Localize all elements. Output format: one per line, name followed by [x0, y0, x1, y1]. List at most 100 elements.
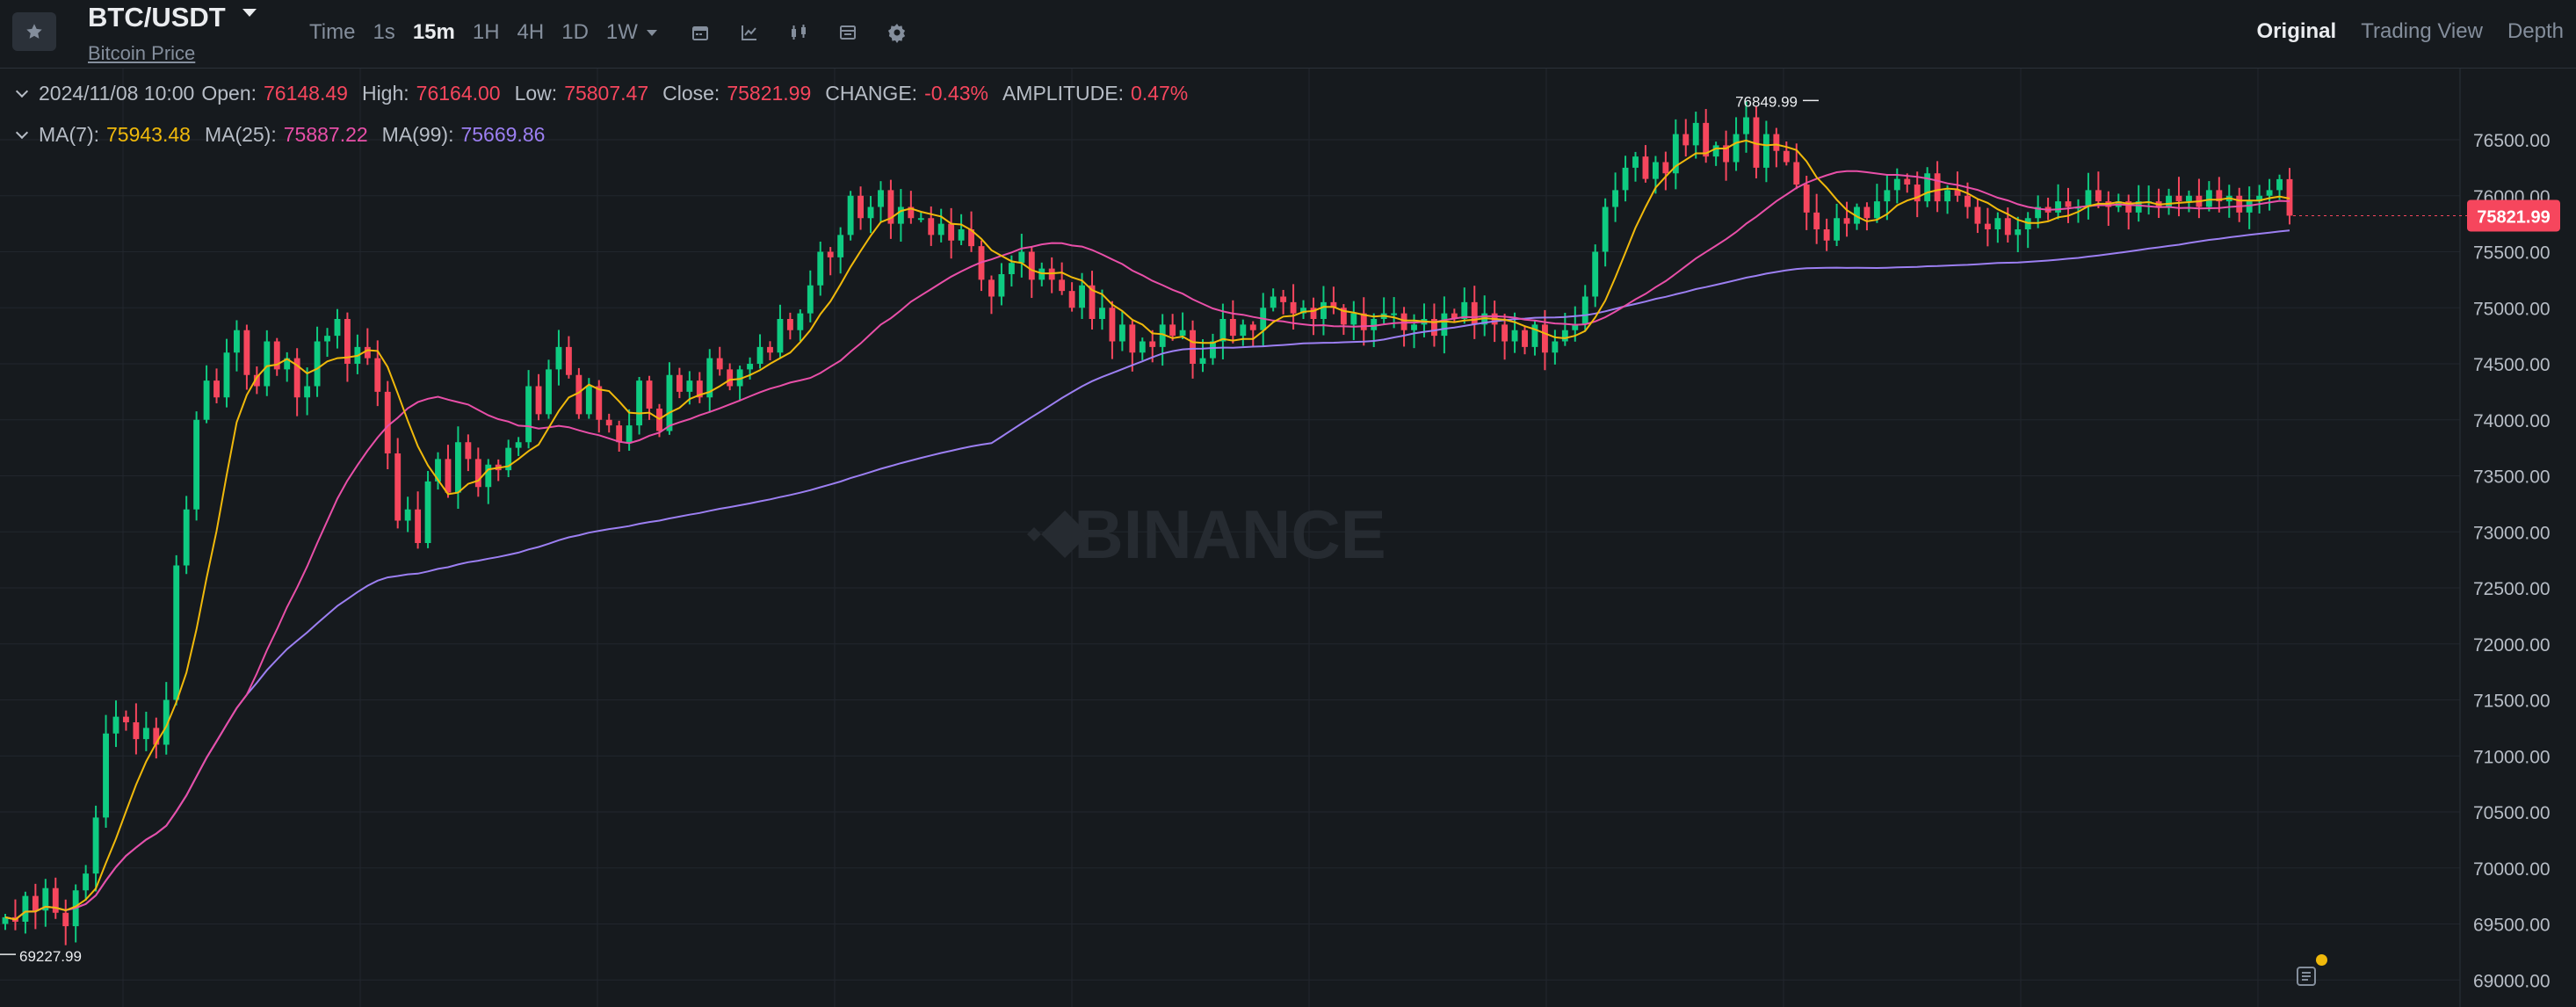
candle-body: [1682, 134, 1690, 146]
candle-body: [565, 346, 572, 375]
candle-body: [1712, 145, 1719, 157]
candle-body: [1371, 319, 1378, 330]
ma25-line: [4, 170, 2290, 921]
y-tick-label: 75500.00: [2473, 243, 2551, 264]
ma-collapse-chevron-icon[interactable]: [15, 126, 29, 139]
candle-body: [2004, 218, 2011, 235]
y-tick-label: 70000.00: [2473, 859, 2551, 880]
low-value: 75807.47: [564, 82, 649, 105]
interval-1d[interactable]: 1D: [561, 20, 589, 44]
y-tick-label: 75000.00: [2473, 299, 2551, 319]
tab-original[interactable]: Original: [2256, 19, 2337, 43]
ma25-label: MA(25):: [204, 123, 277, 146]
candle-body: [1561, 330, 1568, 342]
candle-body: [515, 442, 522, 448]
candle-body: [1139, 341, 1146, 353]
tab-trading-view[interactable]: Trading View: [2361, 19, 2483, 43]
calendar-icon[interactable]: [689, 21, 712, 44]
candle-body: [1321, 301, 1327, 319]
interval-time[interactable]: Time: [309, 20, 356, 44]
interval-1w[interactable]: 1W: [605, 20, 638, 44]
candle-body: [1471, 301, 1478, 325]
candle-body: [2055, 201, 2061, 213]
y-tick-label: 71000.00: [2473, 747, 2551, 767]
candle-body: [1430, 319, 1437, 337]
symbol-title[interactable]: BTC/USDT: [88, 2, 226, 33]
candle-body: [505, 447, 512, 471]
candle-body: [32, 895, 39, 911]
candle-body: [234, 330, 240, 353]
candle-body: [92, 817, 99, 874]
candle-body: [2015, 229, 2022, 235]
candle-body: [696, 380, 703, 398]
candle-body: [1199, 358, 1206, 364]
candle-body: [404, 509, 411, 521]
settings-icon[interactable]: [886, 21, 908, 44]
candle-body: [1290, 301, 1297, 314]
candle-body: [133, 722, 140, 740]
candle-body: [22, 895, 29, 922]
candle-body: [1733, 134, 1740, 163]
candle-body: [344, 319, 351, 364]
candle-body: [153, 728, 160, 745]
candle-body: [1783, 150, 1790, 163]
candle-body: [1210, 341, 1216, 359]
candle-type-icon[interactable]: [787, 21, 810, 44]
star-icon: [26, 24, 42, 39]
candle-body: [123, 716, 129, 722]
interval-15m[interactable]: 15m: [412, 20, 455, 44]
candle-body: [1934, 173, 1941, 202]
candle-body: [1118, 324, 1125, 342]
candle-body: [83, 873, 90, 891]
interval-4h[interactable]: 4H: [517, 20, 545, 44]
candle-body: [1169, 324, 1176, 337]
candle-body: [968, 229, 974, 247]
candle-body: [1552, 341, 1559, 353]
high-value: 76164.00: [416, 82, 501, 105]
candle-body: [364, 346, 371, 359]
tab-depth[interactable]: Depth: [2507, 19, 2564, 43]
candle-body: [42, 887, 49, 911]
candle-body: [1089, 285, 1096, 319]
candlestick-chart[interactable]: BINANCE76500.0076000.0075500.0075000.007…: [0, 69, 2576, 1007]
candle-body: [1229, 319, 1236, 337]
candle-body: [837, 235, 844, 257]
candle-body: [1632, 156, 1639, 168]
interval-1s[interactable]: 1s: [373, 20, 395, 44]
candle-body: [1190, 330, 1196, 364]
close-label: Close:: [662, 82, 720, 105]
candle-body: [1270, 296, 1277, 308]
candle-body: [2276, 178, 2283, 191]
candle-body: [2216, 190, 2223, 202]
symbol-subtitle-link[interactable]: Bitcoin Price: [88, 42, 196, 64]
indicator-icon[interactable]: [738, 21, 761, 44]
layout-icon[interactable]: [836, 21, 859, 44]
candle-body: [1893, 178, 1900, 191]
candle-body: [546, 369, 552, 415]
candle-body: [988, 279, 995, 297]
change-value: -0.43%: [924, 82, 988, 105]
candle-body: [1642, 156, 1649, 179]
candle-body: [1522, 330, 1528, 347]
candle-body: [857, 195, 865, 219]
chart-toolbar: BTC/USDT Bitcoin Price Time 1s 15m 1H 4H…: [0, 0, 2576, 69]
candle-body: [485, 464, 492, 488]
candle-body: [1149, 341, 1156, 347]
candle-body: [666, 374, 673, 431]
candle-body: [253, 374, 260, 387]
y-tick-label: 70500.00: [2473, 803, 2551, 823]
candle-body: [1974, 206, 1981, 224]
symbol-dropdown-icon[interactable]: [242, 9, 257, 17]
collapse-chevron-icon[interactable]: [15, 84, 29, 98]
candle-body: [1843, 218, 1850, 224]
candle-body: [736, 369, 743, 387]
candle-body: [173, 565, 180, 700]
news-feed-icon[interactable]: [2293, 963, 2319, 989]
candle-body: [1692, 122, 1699, 146]
candle-body: [334, 319, 341, 337]
candle-body: [1873, 201, 1880, 219]
interval-1h[interactable]: 1H: [472, 20, 500, 44]
interval-more-chevron-icon[interactable]: [646, 29, 657, 36]
favorite-star-button[interactable]: [12, 12, 56, 51]
candle-body: [727, 369, 734, 387]
